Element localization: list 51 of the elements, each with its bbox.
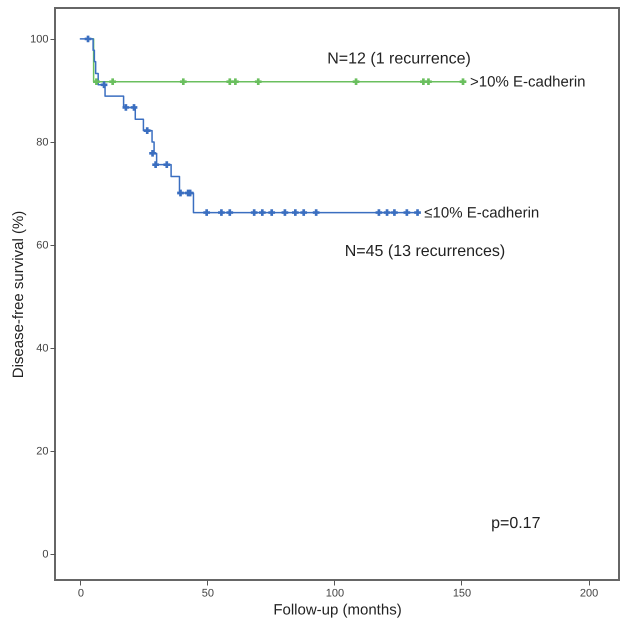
point	[109, 78, 116, 86]
x-tick-label: 150	[452, 588, 472, 600]
point	[226, 209, 234, 216]
point	[93, 78, 100, 86]
point	[163, 161, 170, 168]
point	[352, 78, 360, 86]
point	[250, 209, 258, 216]
series-label: >10% E-cadherin	[470, 74, 586, 91]
point	[376, 209, 382, 216]
point	[282, 209, 288, 216]
x-tick-label: 200	[580, 588, 598, 600]
point	[312, 209, 320, 216]
point	[84, 36, 92, 42]
x-tick-label: 0	[78, 588, 84, 600]
point	[177, 190, 184, 196]
point	[300, 209, 308, 216]
y-tick-label: 20	[36, 446, 48, 458]
x-axis-title: Follow-up (months)	[273, 602, 402, 618]
annotation: N=12 (1 recurrence)	[327, 50, 471, 68]
point	[460, 78, 466, 86]
point	[268, 209, 276, 216]
point	[292, 209, 299, 216]
point	[414, 209, 421, 216]
annotation: N=45 (13 recurrences)	[344, 243, 506, 260]
x-tick-label: 100	[326, 588, 344, 600]
point	[258, 209, 266, 216]
point	[384, 209, 390, 216]
point	[122, 104, 130, 111]
annotation: p=0.17	[491, 514, 541, 532]
point	[130, 104, 138, 111]
point	[232, 78, 239, 86]
point	[218, 209, 225, 216]
point	[391, 209, 398, 216]
point	[152, 161, 159, 168]
y-tick-label: 0	[42, 548, 48, 561]
y-tick-label: 80	[36, 136, 48, 148]
point	[144, 127, 151, 134]
y-axis-title: Disease-free survival (%)	[10, 210, 28, 378]
series-label: ≤10% E-cadherin	[424, 204, 540, 222]
point	[186, 190, 194, 196]
point	[203, 209, 210, 216]
point	[100, 81, 108, 88]
point	[149, 150, 156, 157]
y-tick-label: 100	[30, 33, 48, 46]
point	[180, 78, 187, 86]
point	[425, 78, 432, 86]
y-tick-label: 40	[36, 342, 48, 355]
point	[404, 209, 410, 216]
x-tick-label: 50	[202, 588, 214, 600]
y-tick-label: 60	[36, 240, 48, 252]
point	[254, 78, 262, 86]
